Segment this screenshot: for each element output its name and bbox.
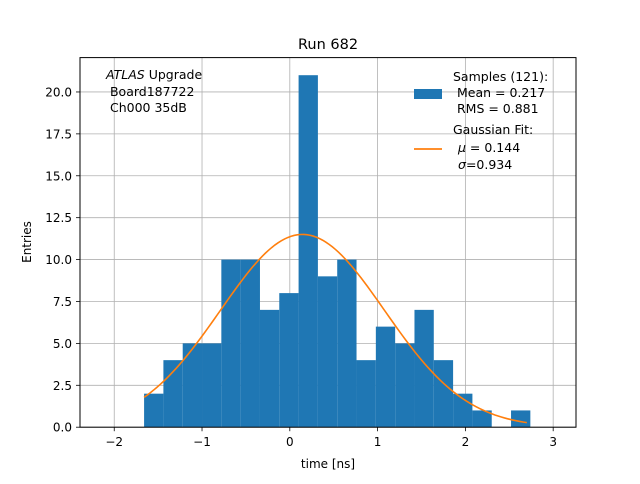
legend-fit-sigma: =0.934 xyxy=(466,157,512,172)
annotation-channel: Ch000 35dB xyxy=(106,100,187,115)
histogram-bar xyxy=(414,309,434,428)
y-tick-label: 15.0 xyxy=(45,169,72,183)
x-tick-label: 2 xyxy=(462,435,470,449)
x-tick-label: −1 xyxy=(193,435,211,449)
x-axis-ticks: −2 −1 0 1 2 3 xyxy=(105,427,557,449)
gaussian-fit xyxy=(143,233,527,424)
svg-text:ATLAS Upgrade: ATLAS Upgrade xyxy=(105,67,202,82)
legend-mu-symbol: μ xyxy=(457,140,466,155)
x-axis-label: time [ns] xyxy=(301,457,355,471)
legend-samples-patch xyxy=(414,89,442,99)
y-tick-label: 12.5 xyxy=(45,211,72,225)
y-tick-label: 10.0 xyxy=(45,253,72,267)
svg-text:σ=0.934: σ=0.934 xyxy=(458,157,512,172)
y-tick-label: 5.0 xyxy=(53,337,72,351)
histogram-bar xyxy=(395,343,415,428)
chart-title: Run 682 xyxy=(298,37,358,53)
histogram-bar xyxy=(317,276,338,428)
histogram-bar xyxy=(163,360,183,428)
annotation-upgrade: Upgrade xyxy=(145,67,203,82)
annotation-atlas: ATLAS xyxy=(105,67,145,82)
histogram-bar xyxy=(182,343,203,428)
legend-samples-mean: Mean = 0.217 xyxy=(453,85,545,100)
annotation-board: Board187722 xyxy=(106,84,194,99)
histogram-bar xyxy=(337,259,357,428)
atlas-annotation: ATLAS Upgrade Board187722 Ch000 35dB xyxy=(105,67,202,115)
y-tick-label: 20.0 xyxy=(45,85,72,99)
y-tick-label: 2.5 xyxy=(53,379,72,393)
y-tick-label: 0.0 xyxy=(53,421,72,435)
legend-fit-mu: = 0.144 xyxy=(466,140,520,155)
legend-sigma-symbol: σ xyxy=(458,157,467,172)
x-tick-label: −2 xyxy=(105,435,123,449)
legend-samples-title: Samples (121): xyxy=(453,69,548,84)
x-tick-label: 0 xyxy=(286,435,294,449)
histogram-bar xyxy=(279,293,299,428)
gaussian-fit-curve xyxy=(143,233,527,424)
y-axis-ticks: 0.0 2.5 5.0 7.5 10.0 12.5 15.0 17.5 20.0 xyxy=(45,85,80,435)
histogram-bar xyxy=(472,410,492,428)
plot-frame xyxy=(79,57,577,428)
histogram-bars xyxy=(144,75,531,428)
histogram-bar xyxy=(259,309,280,428)
legend: Samples (121): Mean = 0.217 RMS = 0.881 … xyxy=(414,69,548,172)
histogram-bar xyxy=(298,75,318,428)
y-axis-label: Entries xyxy=(20,221,34,263)
legend-fit-title: Gaussian Fit: xyxy=(453,122,533,137)
histogram-bar xyxy=(144,393,164,428)
histogram-bar xyxy=(356,360,376,428)
svg-text:μ = 0.144: μ = 0.144 xyxy=(457,140,520,155)
histogram-bar xyxy=(433,360,454,428)
y-tick-label: 7.5 xyxy=(53,295,72,309)
histogram-bar xyxy=(511,410,531,428)
histogram-bar xyxy=(240,259,260,428)
x-tick-label: 1 xyxy=(374,435,382,449)
legend-samples-rms: RMS = 0.881 xyxy=(453,101,539,116)
histogram-bar xyxy=(202,343,222,428)
x-tick-label: 3 xyxy=(549,435,557,449)
y-tick-label: 17.5 xyxy=(45,127,72,141)
histogram-bar xyxy=(375,326,396,428)
